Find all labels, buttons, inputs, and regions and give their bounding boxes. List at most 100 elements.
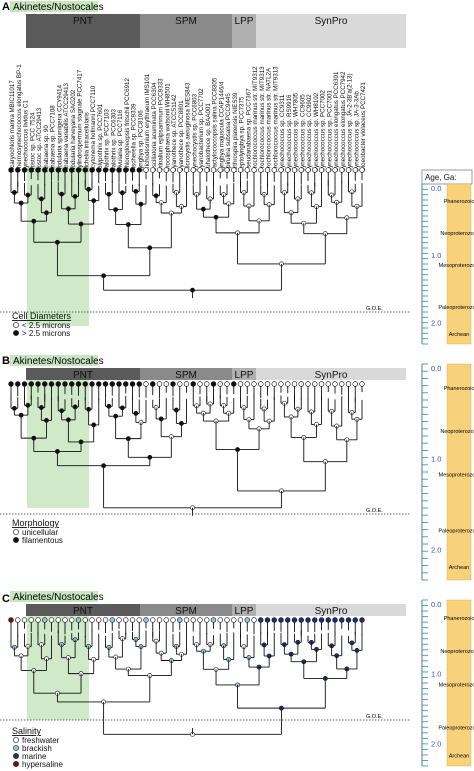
taxon-label: Synechococcus lividus C1: [23, 100, 30, 172]
age-tick-label: 0.0: [431, 184, 441, 193]
legend-title: Salinity: [12, 726, 42, 736]
clade-bar-pnt: [26, 14, 140, 48]
tip-state-marker: [298, 167, 304, 173]
tip-state-marker: [8, 381, 14, 387]
taxon-label: Synechococcus sp. WH8102: [313, 92, 320, 172]
tip-state-marker: [271, 167, 277, 173]
clade-label-pnt: PNT: [73, 16, 93, 27]
tip-state-marker: [197, 167, 203, 173]
tip-state-marker: [28, 617, 34, 623]
legend-item: marine: [22, 752, 47, 761]
tip-state-marker: [305, 381, 311, 387]
tip-state-marker: [42, 617, 48, 623]
tip-state-marker: [237, 617, 244, 623]
tip-state-marker: [163, 617, 169, 623]
taxon-label: Cylindrospermum stagnale PCC7417: [77, 69, 84, 172]
clade-bar-synpro: [256, 368, 406, 380]
taxon-label: Cyanothece sp. ATCC51142: [171, 94, 178, 172]
eon-label: Neoproterozoic: [440, 649, 474, 655]
tip-state-marker: [264, 381, 271, 387]
taxon-label: Synechocystis sp. PCC6803: [191, 93, 198, 172]
tip-state-marker: [109, 167, 115, 173]
tip-state-marker: [251, 167, 257, 173]
tip-state-marker: [285, 381, 291, 387]
goe-label: G.O.E.: [366, 714, 383, 720]
tip-state-marker: [305, 617, 311, 623]
eon-label: Mesoproterozoic: [439, 472, 474, 478]
age-tick-label: 0.0: [431, 364, 441, 373]
clade-bar-synpro: [256, 14, 406, 48]
clade-bar-lpp: [232, 14, 256, 48]
tip-state-marker: [96, 617, 102, 623]
tip-state-marker: [143, 381, 149, 387]
legend-title: Morphology: [12, 518, 60, 528]
tip-state-marker: [312, 617, 318, 623]
panel-letter: B: [2, 355, 10, 367]
tip-state-marker: [15, 381, 21, 387]
tip-state-marker: [143, 617, 149, 623]
tip-state-marker: [359, 617, 365, 623]
clade-label-synpro: SynPro: [315, 16, 348, 27]
panel-letter: C: [2, 593, 10, 605]
akinetes-label: Akinetes/Nostocales: [13, 356, 104, 367]
tip-state-marker: [177, 381, 183, 387]
legend-item: unicellular: [22, 528, 58, 537]
taxon-label: Fischerella sp. PCC9339: [131, 103, 138, 172]
taxon-label: Synechococcus sp. CC9902: [306, 94, 313, 172]
tip-state-marker: [318, 167, 325, 173]
tip-state-marker: [55, 617, 61, 623]
tip-state-marker: [129, 381, 136, 387]
tip-state-marker: [359, 381, 365, 387]
tip-state-marker: [298, 381, 304, 387]
tip-state-marker: [210, 381, 217, 387]
tip-state-marker: [264, 617, 271, 623]
legend-item: hypersaline: [22, 760, 63, 769]
tip-state-marker: [21, 381, 28, 387]
tree-panel-a: A Akinetes/Nostocales PNT SPM LPP SynPro Acary…: [0, 1, 474, 345]
tip-state-marker: [163, 381, 169, 387]
tip-state-marker: [224, 617, 230, 623]
tip-state-marker: [197, 617, 203, 623]
tip-state-marker: [258, 381, 264, 387]
panel-letter: A: [2, 1, 10, 13]
tip-state-marker: [82, 167, 88, 173]
tip-state-marker: [35, 381, 41, 387]
tip-state-marker: [318, 617, 325, 623]
clade-bar-synpro: [256, 604, 406, 616]
tip-state-marker: [177, 617, 183, 623]
eon-label: Phanerozoic: [444, 199, 474, 205]
tip-state-marker: [75, 617, 82, 623]
tip-state-marker: [48, 617, 55, 623]
tip-state-marker: [15, 167, 21, 173]
tip-state-marker: [204, 617, 210, 623]
tip-state-marker: [345, 381, 352, 387]
tip-state-marker: [291, 617, 298, 623]
taxon-label: Nostoc sp. PCC 7524: [29, 112, 36, 172]
tip-state-marker: [291, 381, 298, 387]
tip-state-marker: [82, 381, 88, 387]
taxon-label: Synechococcus sp. PCC7002: [320, 90, 327, 172]
tip-state-marker: [42, 167, 48, 173]
tip-state-marker: [325, 167, 331, 173]
eon-label: Paleoproterozoic: [438, 305, 474, 311]
clade-bar-pnt: [26, 368, 140, 380]
tip-state-marker: [8, 167, 14, 173]
tip-state-marker: [183, 617, 190, 623]
age-tick-label: 1.0: [431, 455, 441, 464]
taxon-label: Spirulina subsalsa PCC9445: [225, 93, 232, 172]
taxon-label: Crocosphaera watsonii WH8501: [164, 83, 171, 172]
tip-state-marker: [258, 167, 264, 173]
legend-item: brackish: [22, 744, 52, 753]
tip-state-marker: [217, 167, 223, 173]
taxon-label: Oscillatoria acuminata PCC6304: [151, 82, 158, 172]
tip-state-marker: [345, 167, 352, 173]
tip-state-marker: [116, 617, 122, 623]
taxon-label: Euhalothece sp. BAA001: [205, 103, 212, 172]
tip-state-marker: [102, 381, 109, 387]
legend-marker: [13, 753, 19, 759]
tip-state-marker: [352, 167, 358, 173]
tip-state-marker: [217, 381, 223, 387]
legend-item: > 2.5 microns: [22, 329, 70, 338]
tip-state-marker: [183, 381, 190, 387]
tip-state-marker: [312, 167, 318, 173]
